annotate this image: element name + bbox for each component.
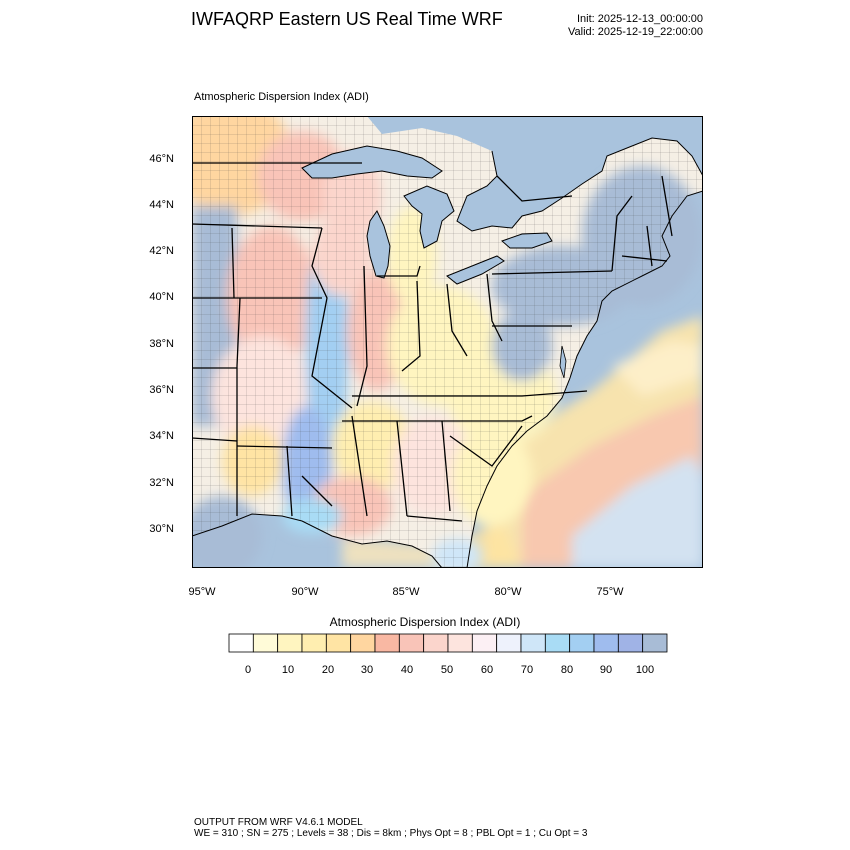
lat-label-44n: 44°N bbox=[149, 199, 174, 211]
lat-label-38n: 38°N bbox=[149, 338, 174, 350]
lat-label-36n: 36°N bbox=[149, 384, 174, 396]
colorbar-swatch bbox=[301, 633, 327, 653]
lon-label-90w: 90°W bbox=[291, 586, 319, 598]
colorbar-label-60: 60 bbox=[480, 664, 494, 676]
init-time: Init: 2025-12-13_00:00:00 bbox=[577, 13, 703, 25]
lon-label-80w: 80°W bbox=[494, 586, 522, 598]
ocean-adi-field bbox=[342, 316, 703, 568]
colorbar-swatch bbox=[544, 633, 571, 653]
map-frame bbox=[192, 116, 703, 568]
atlantic-coastline bbox=[466, 190, 703, 568]
colorbar-label-80: 80 bbox=[560, 664, 574, 676]
lat-label-42n: 42°N bbox=[149, 245, 174, 257]
great-lakes bbox=[301, 145, 553, 285]
canada-coastline bbox=[456, 137, 703, 232]
colorbar-label-40: 40 bbox=[400, 664, 414, 676]
colorbar-swatch bbox=[252, 633, 279, 653]
colorbar-label-0: 0 bbox=[244, 664, 252, 676]
map-subtitle: Atmospheric Dispersion Index (ADI) bbox=[194, 91, 369, 103]
colorbar-swatch bbox=[447, 633, 473, 653]
lon-label-85w: 85°W bbox=[392, 586, 420, 598]
colorbar-label-30: 30 bbox=[360, 664, 374, 676]
lat-label-30n: 30°N bbox=[149, 523, 174, 535]
lat-label-32n: 32°N bbox=[149, 477, 174, 489]
adi-map[interactable] bbox=[192, 116, 703, 568]
state-borders bbox=[192, 162, 673, 522]
colorbar-label-10: 10 bbox=[281, 664, 295, 676]
colorbar-swatch bbox=[520, 633, 546, 653]
colorbar-swatch bbox=[471, 633, 498, 653]
colorbar-label-100: 100 bbox=[635, 664, 655, 676]
page-title: IWFAQRP Eastern US Real Time WRF bbox=[191, 9, 503, 29]
colorbar-swatch bbox=[617, 633, 644, 653]
colorbar-label-70: 70 bbox=[520, 664, 534, 676]
time-info: Init: 2025-12-13_00:00:00 Valid: 2025-12… bbox=[568, 13, 703, 39]
lat-label-40n: 40°N bbox=[149, 291, 174, 303]
footer-model-line: OUTPUT FROM WRF V4.6.1 MODEL bbox=[194, 817, 363, 828]
lon-label-95w: 95°W bbox=[188, 586, 216, 598]
lat-label-46n: 46°N bbox=[149, 153, 174, 165]
model-footer: OUTPUT FROM WRF V4.6.1 MODEL WE = 310 ; … bbox=[194, 817, 587, 839]
colorbar bbox=[228, 633, 668, 653]
colorbar-swatch bbox=[642, 633, 668, 653]
colorbar-swatch bbox=[496, 633, 522, 653]
colorbar-swatch bbox=[350, 633, 376, 653]
colorbar-swatch bbox=[423, 633, 449, 653]
gulf-coastline bbox=[192, 513, 443, 568]
colorbar-swatch bbox=[398, 633, 425, 653]
lon-label-75w: 75°W bbox=[596, 586, 624, 598]
colorbar-label-50: 50 bbox=[440, 664, 454, 676]
colorbar-label-20: 20 bbox=[321, 664, 335, 676]
lat-label-34n: 34°N bbox=[149, 430, 174, 442]
footer-config-line: WE = 310 ; SN = 275 ; Levels = 38 ; Dis … bbox=[194, 828, 588, 839]
county-lines bbox=[192, 116, 703, 568]
chesapeake-bay bbox=[559, 345, 567, 379]
colorbar-swatch bbox=[374, 633, 400, 653]
colorbar-swatch bbox=[593, 633, 619, 653]
colorbar-swatch bbox=[569, 633, 595, 653]
colorbar-swatch bbox=[325, 633, 352, 653]
colorbar-swatch bbox=[228, 633, 254, 653]
valid-time: Valid: 2025-12-19_22:00:00 bbox=[568, 26, 703, 38]
map-panel[interactable] bbox=[192, 116, 703, 568]
colorbar-swatch bbox=[277, 633, 303, 653]
colorbar-label-90: 90 bbox=[599, 664, 613, 676]
colorbar-title: Atmospheric Dispersion Index (ADI) bbox=[329, 615, 521, 629]
